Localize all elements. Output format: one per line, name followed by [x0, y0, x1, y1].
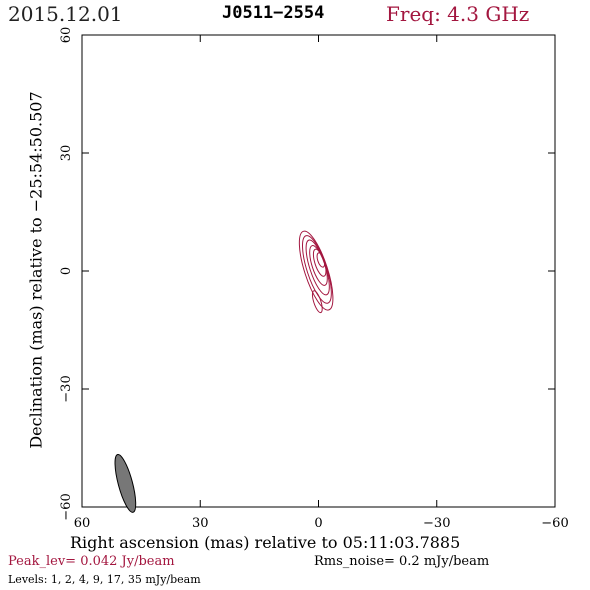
y-tick-label: 30 [59, 145, 74, 162]
x-axis-label: Right ascension (mas) relative to 05:11:… [70, 533, 461, 552]
observation-date: 2015.12.01 [8, 2, 123, 26]
contour-level-1 [298, 230, 334, 311]
beam-ellipse [114, 453, 137, 513]
x-tick-label: 0 [314, 516, 322, 531]
x-tick-label: −60 [541, 516, 568, 531]
x-tick-label: 30 [192, 516, 209, 531]
source-name: J0511−2554 [222, 3, 325, 23]
y-tick-label: −60 [59, 493, 74, 520]
y-tick-label: −30 [59, 375, 74, 402]
y-axis-label: Declination (mas) relative to −25:54:50.… [26, 91, 46, 449]
frequency-label: Freq: 4.3 GHz [386, 2, 530, 26]
contour-levels: Levels: 1, 2, 4, 9, 17, 35 mJy/beam [8, 573, 201, 586]
contour-level-35 [316, 252, 326, 268]
x-tick-label: −30 [423, 516, 450, 531]
rms-noise: Rms_noise= 0.2 mJy/beam [314, 554, 490, 569]
peak-level: Peak_lev= 0.042 Jy/beam [8, 554, 175, 569]
contour-level-2 [302, 235, 332, 304]
x-tick-label: 60 [74, 516, 91, 531]
contour-secondary-blob [311, 290, 323, 314]
y-tick-label: 60 [59, 27, 74, 44]
y-tick-label: 0 [59, 267, 74, 275]
